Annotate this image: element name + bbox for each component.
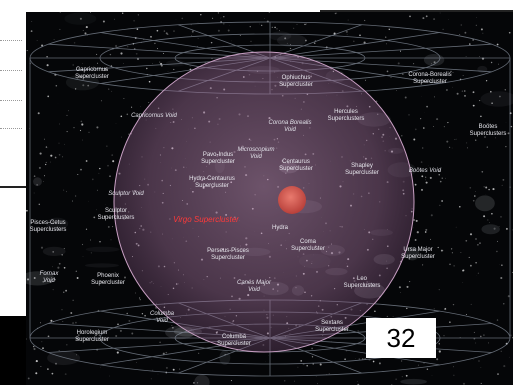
label-capricornus-supercluster: Capricornus Supercluster: [75, 67, 109, 80]
label-coma-supercluster: Coma Supercluster: [291, 239, 325, 252]
label-columba-supercluster: Columba Supercluster: [217, 334, 251, 347]
dotted-rule: [0, 128, 22, 129]
label-bootes-void: Boötes Void: [408, 168, 442, 174]
label-pisces-cetus-superclusters: Pisces-Cetus Superclusters: [29, 220, 67, 233]
label-hercules-superclusters: Hercules Superclusters: [327, 109, 365, 122]
label-hydra-centaurus-supercluster: Hydra-Centaurus Supercluster: [189, 176, 235, 189]
label-corona-borealis-void: Corona Borealis Void: [268, 120, 312, 133]
label-sculptor-void: Sculptor Void: [108, 191, 144, 197]
label-sculptor-superclusters: Sculptor Superclusters: [97, 208, 135, 221]
label-shapley-supercluster: Shapley Supercluster: [345, 163, 379, 176]
label-bootes-superclusters: Boötes Superclusters: [469, 124, 507, 137]
sphere: [113, 51, 415, 353]
label-sextans-supercluster: Sextans Supercluster: [315, 320, 349, 333]
label-columba-void: Columba Void: [149, 311, 175, 324]
page-number: 32: [366, 318, 436, 358]
label-horologium-supercluster: Horologium Supercluster: [75, 330, 109, 343]
label-corona-borealis-supercluster: Corona-Borealis Supercluster: [408, 72, 452, 85]
dotted-rule: [0, 40, 22, 41]
label-pavo-indus-supercluster: Pavo-Indus Supercluster: [201, 152, 235, 165]
label-microscopium-void: Microscopium Void: [237, 147, 275, 160]
label-fornax-void: Fornax Void: [39, 271, 59, 284]
dotted-rule: [0, 70, 22, 71]
label-canes-major-void: Canes Major Void: [236, 280, 272, 293]
label-ophiuchus-supercluster: Ophiuchus Supercluster: [279, 75, 313, 88]
label-phoenix-supercluster: Phoenix Supercluster: [91, 273, 125, 286]
supercluster-map-image: Capricornus Supercluster Ophiuchus Super…: [26, 12, 513, 385]
label-hydra: Hydra: [271, 225, 289, 231]
label-capricornus-void: Capricornus Void: [131, 113, 177, 119]
label-ursa-major-supercluster: Ursa Major Supercluster: [401, 247, 435, 260]
virgo-cluster-marker: [278, 186, 306, 214]
slide-divider: [0, 186, 26, 188]
slide-dark-block: [0, 316, 26, 385]
dotted-rule: [0, 100, 22, 101]
label-perseus-pisces-supercluster: Perseus-Pisces Supercluster: [207, 248, 249, 261]
label-virgo-supercluster: Virgo Supercluster: [173, 215, 239, 224]
universe-illustration: [26, 12, 513, 385]
slide-divider: [320, 10, 513, 12]
label-centaurus-supercluster: Centaurus Supercluster: [279, 159, 313, 172]
label-leo-superclusters: Leo Superclusters: [343, 276, 381, 289]
